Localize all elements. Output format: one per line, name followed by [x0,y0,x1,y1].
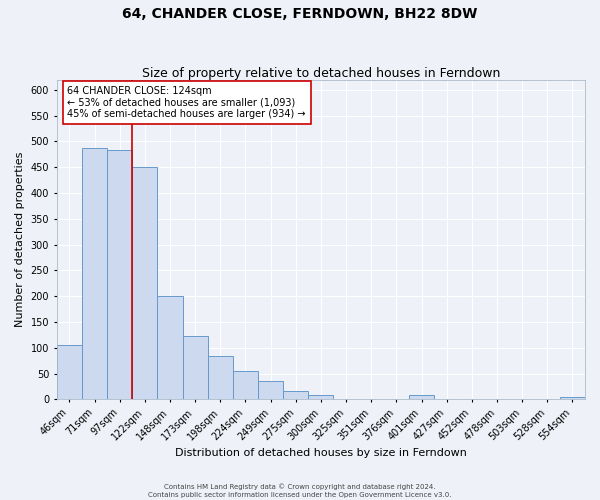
X-axis label: Distribution of detached houses by size in Ferndown: Distribution of detached houses by size … [175,448,467,458]
Bar [233,371,258,400]
Bar [258,382,283,400]
Bar [560,396,585,400]
Text: Contains HM Land Registry data © Crown copyright and database right 2024.
Contai: Contains HM Land Registry data © Crown c… [148,484,452,498]
Bar [82,148,107,400]
Bar [57,345,82,400]
Bar [208,356,233,400]
Title: Size of property relative to detached houses in Ferndown: Size of property relative to detached ho… [142,66,500,80]
Text: 64 CHANDER CLOSE: 124sqm
← 53% of detached houses are smaller (1,093)
45% of sem: 64 CHANDER CLOSE: 124sqm ← 53% of detach… [67,86,306,119]
Bar [157,296,182,400]
Bar [409,395,434,400]
Bar [283,391,308,400]
Y-axis label: Number of detached properties: Number of detached properties [15,152,25,327]
Bar [132,167,157,400]
Bar [182,336,208,400]
Bar [107,150,132,400]
Text: 64, CHANDER CLOSE, FERNDOWN, BH22 8DW: 64, CHANDER CLOSE, FERNDOWN, BH22 8DW [122,8,478,22]
Bar [308,395,334,400]
